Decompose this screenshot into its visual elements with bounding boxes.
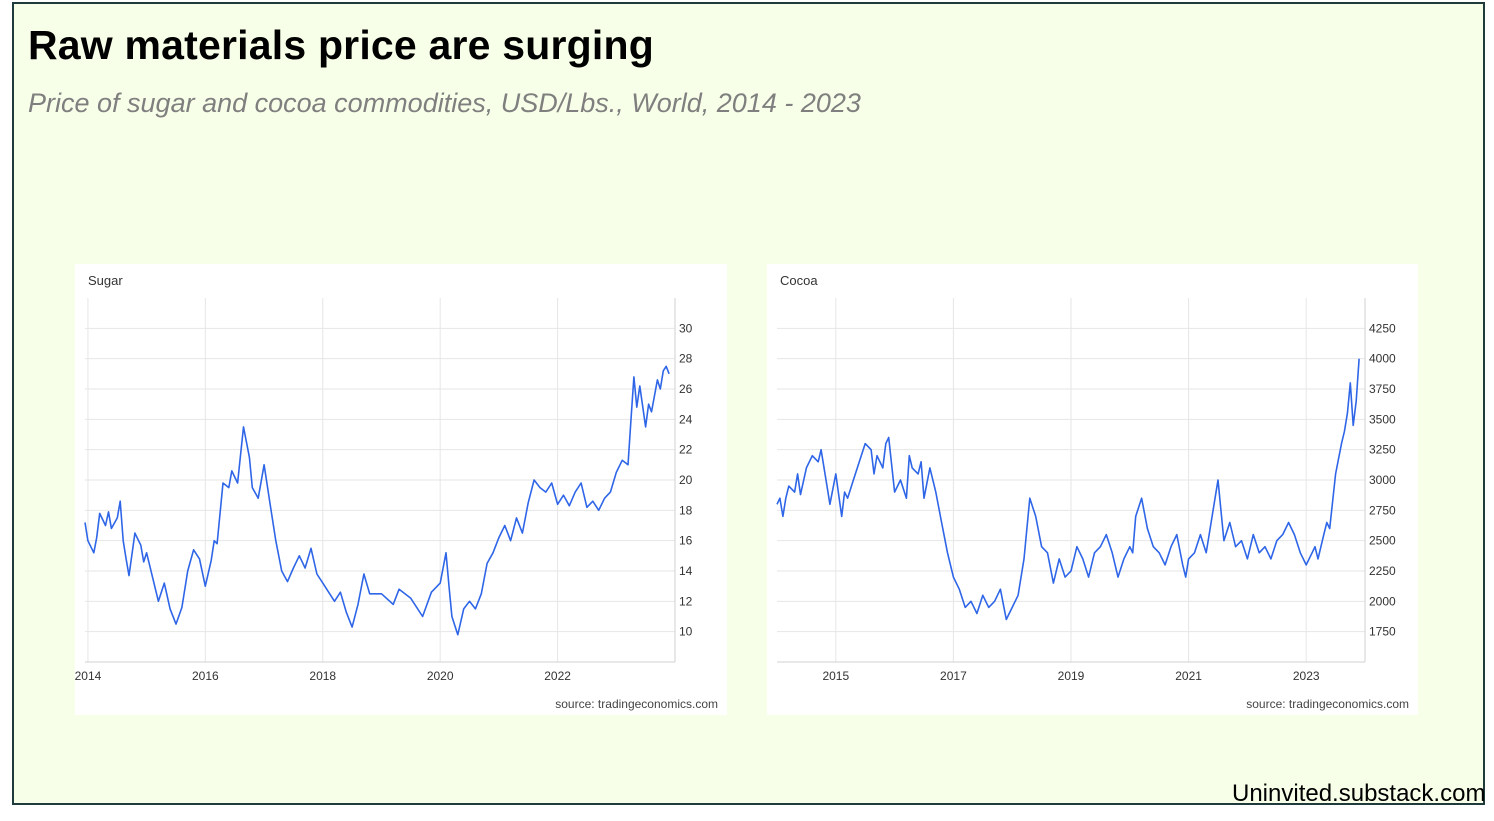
sugar-x-tick-label: 2020 [427,669,454,683]
sugar-y-tick-label: 18 [679,503,693,517]
cocoa-y-tick-label: 2250 [1369,564,1396,578]
sugar-y-tick-label: 14 [679,564,693,578]
sugar-y-tick-label: 30 [679,321,693,335]
cocoa-chart-svg: Cocoa 1750 2000 2250 2500 2750 3000 3250 3500 375… [776,273,1409,711]
sugar-y-tick-label: 10 [679,625,693,639]
sugar-y-tick-label: 28 [679,352,693,366]
cocoa-x-tick-label: 2015 [822,669,849,683]
footer-credit: Uninvited.substack.com [1232,780,1486,807]
cocoa-y-tick-label: 2750 [1369,503,1396,517]
sugar-chart: Sugar 10 12 14 16 18 20 22 24 26 28 30 2014 2016 2018 2… [75,264,727,715]
cocoa-price-line [776,358,1360,621]
cocoa-x-tick-label: 2023 [1293,669,1320,683]
sugar-x-tick-label: 2014 [75,669,102,683]
sugar-x-tick-label: 2018 [309,669,336,683]
sugar-x-tick-label: 2016 [192,669,219,683]
cocoa-y-tick-label: 4000 [1369,352,1396,366]
page-title: Raw materials price are surging [28,22,655,68]
cocoa-x-tick-label: 2021 [1175,669,1202,683]
cocoa-y-tick-label: 3000 [1369,473,1396,487]
cocoa-source-label: source: tradingeconomics.com [1246,697,1409,711]
cocoa-x-tick-label: 2017 [940,669,967,683]
sugar-x-tick-label: 2022 [544,669,571,683]
cocoa-y-tick-label: 3500 [1369,412,1396,426]
sugar-y-tick-label: 22 [679,443,693,457]
cocoa-y-tick-label: 2500 [1369,534,1396,548]
sugar-price-line [84,365,670,636]
cocoa-y-tick-label: 3750 [1369,382,1396,396]
sugar-chart-title: Sugar [88,273,123,288]
cocoa-x-tick-label: 2019 [1058,669,1085,683]
sugar-y-tick-label: 24 [679,412,693,426]
page-subtitle: Price of sugar and cocoa commodities, US… [28,88,861,118]
cocoa-y-tick-label: 3250 [1369,443,1396,457]
sugar-y-tick-label: 16 [679,534,693,548]
cocoa-chart: Cocoa 1750 2000 2250 2500 2750 3000 3250 3500 375… [767,264,1418,715]
sugar-y-tick-label: 20 [679,473,693,487]
cocoa-y-tick-label: 1750 [1369,625,1396,639]
sugar-y-tick-label: 12 [679,594,693,608]
sugar-source-label: source: tradingeconomics.com [555,697,718,711]
cocoa-y-tick-label: 4250 [1369,321,1396,335]
sugar-y-tick-label: 26 [679,382,693,396]
cocoa-y-tick-label: 2000 [1369,594,1396,608]
cocoa-chart-title: Cocoa [780,273,818,288]
